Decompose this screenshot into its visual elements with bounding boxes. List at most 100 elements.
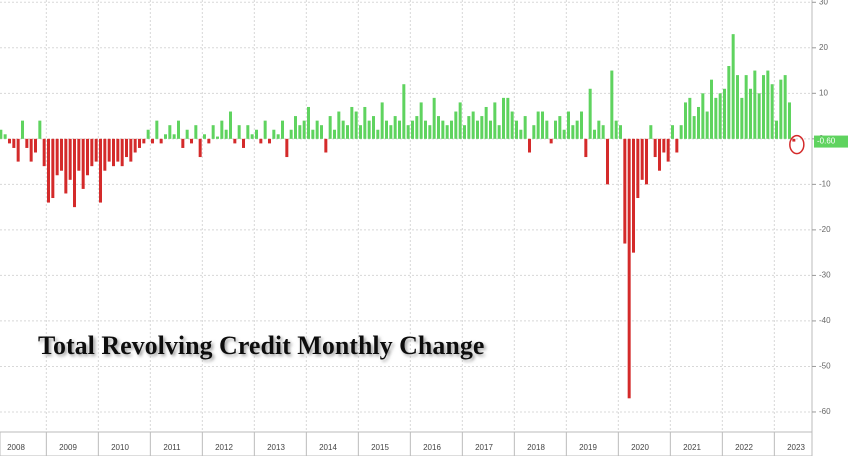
bar xyxy=(497,125,501,139)
bar xyxy=(658,138,661,171)
bar xyxy=(181,138,185,148)
bar xyxy=(211,125,215,139)
bar xyxy=(298,125,302,139)
bar xyxy=(8,138,11,144)
bar xyxy=(294,116,297,139)
bar xyxy=(506,97,510,139)
bar xyxy=(398,120,401,139)
bar xyxy=(0,129,3,139)
bar xyxy=(554,120,557,139)
bar xyxy=(779,79,783,139)
bar xyxy=(64,138,68,194)
bar xyxy=(341,120,345,139)
bar xyxy=(484,106,488,139)
bar xyxy=(627,138,631,399)
bar xyxy=(445,125,449,139)
bar xyxy=(125,138,128,158)
bar xyxy=(432,97,436,139)
x-tick-label: 2023 xyxy=(787,443,805,452)
bar xyxy=(346,125,349,139)
bar xyxy=(159,138,163,144)
bar xyxy=(723,88,726,139)
bar xyxy=(437,116,440,139)
bar xyxy=(133,138,137,153)
bar xyxy=(51,138,55,199)
bar xyxy=(73,138,76,208)
bar xyxy=(389,125,393,139)
highlight-circle xyxy=(789,134,805,155)
bar xyxy=(363,106,367,139)
bar xyxy=(25,138,29,148)
bar xyxy=(536,111,540,139)
y-tick-label: -40 xyxy=(819,316,831,325)
bar xyxy=(285,138,289,158)
bar xyxy=(393,116,397,139)
bar xyxy=(203,134,206,139)
bar xyxy=(402,84,406,139)
bar xyxy=(359,125,362,139)
x-tick-label: 2018 xyxy=(527,443,545,452)
bar xyxy=(268,138,271,144)
bar xyxy=(324,138,328,153)
y-tick-label: -10 xyxy=(819,179,831,188)
bar xyxy=(718,93,722,139)
bar xyxy=(333,129,336,139)
bar xyxy=(103,138,107,171)
bar xyxy=(406,125,410,139)
bar xyxy=(636,138,640,199)
x-tick-label: 2012 xyxy=(215,443,233,452)
bar xyxy=(766,70,770,139)
bar xyxy=(94,138,98,162)
bar xyxy=(242,138,245,148)
bar xyxy=(146,129,150,139)
x-tick-label: 2011 xyxy=(163,443,181,452)
bar xyxy=(315,120,319,139)
bar xyxy=(653,138,657,158)
bar xyxy=(510,111,514,139)
bar xyxy=(194,125,198,139)
bar xyxy=(701,93,705,139)
bar xyxy=(614,120,618,139)
bar xyxy=(112,138,115,167)
bar xyxy=(151,138,154,144)
y-tick-label: 20 xyxy=(819,43,828,52)
bar xyxy=(81,138,85,189)
bar xyxy=(90,138,94,167)
bar xyxy=(562,129,566,139)
bar xyxy=(610,70,614,139)
bar xyxy=(29,138,33,162)
bar xyxy=(640,138,644,180)
bar xyxy=(502,97,505,139)
bar xyxy=(207,138,211,144)
bar xyxy=(493,102,497,139)
bar xyxy=(580,111,583,139)
bar xyxy=(606,138,609,185)
bar xyxy=(471,111,475,139)
y-tick-label: 30 xyxy=(819,0,828,6)
bar xyxy=(567,111,570,139)
bar xyxy=(476,120,479,139)
bar xyxy=(770,84,774,139)
bar xyxy=(42,138,46,167)
bar xyxy=(250,134,254,139)
bar xyxy=(727,66,731,139)
bar xyxy=(415,116,419,139)
bar xyxy=(237,125,241,139)
bar xyxy=(259,138,263,144)
x-tick-label: 2014 xyxy=(319,443,337,452)
bar xyxy=(783,75,787,139)
bar xyxy=(623,138,627,244)
bar xyxy=(601,125,605,139)
bar xyxy=(34,138,37,153)
bar xyxy=(220,120,224,139)
x-tick-label: 2010 xyxy=(111,443,129,452)
bar xyxy=(86,138,89,176)
bar xyxy=(38,120,42,139)
bar xyxy=(328,116,332,139)
bar xyxy=(679,125,683,139)
y-tick-label: -30 xyxy=(819,271,831,280)
bar xyxy=(177,120,180,139)
x-tick-label: 2015 xyxy=(371,443,389,452)
bar xyxy=(549,138,553,144)
